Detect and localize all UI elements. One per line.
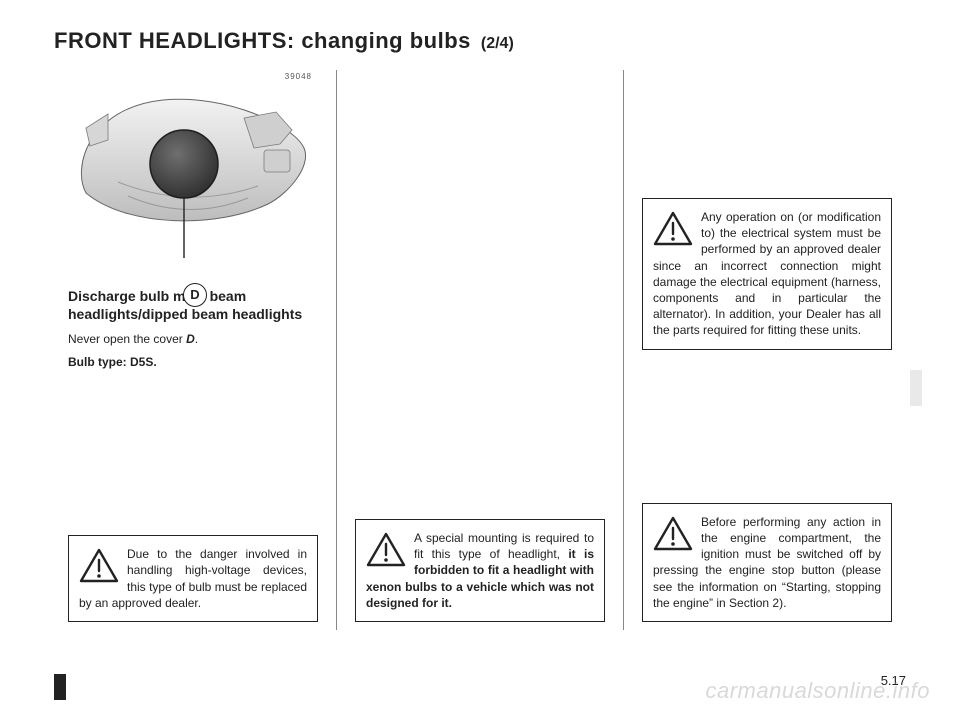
column-2: A special mounting is required to fit th… [341,70,619,630]
col1-never-open-text: Never open the cover [68,332,186,346]
page-title-main: FRONT HEADLIGHTS: changing bulbs [54,28,471,54]
column-divider-1 [336,70,337,630]
page-title-sub: (2/4) [481,35,514,53]
col1-never-open: Never open the cover D. [68,331,318,347]
content-columns: 39048 [54,70,906,630]
col2-warning-pre: A special mounting is required to fit th… [414,531,594,561]
col1-never-open-end: . [195,332,198,346]
col1-warning-box: Due to the danger involved in handling h… [68,535,318,622]
side-tab-marker [910,370,922,406]
column-1: 39048 [54,70,332,630]
warning-icon [79,548,119,584]
page-number: 5.17 [881,673,906,688]
headlight-illustration [68,78,318,268]
warning-icon [653,516,693,552]
figure-id-label: 39048 [285,72,312,81]
col1-never-open-letter: D [186,332,195,346]
column-3: Any operation on (or modification to) th… [628,70,906,630]
callout-letter-d: D [183,283,207,307]
col3-warning-box-bottom: Before performing any action in the engi… [642,503,892,622]
headlight-figure: 39048 [68,78,318,273]
page-title-row: FRONT HEADLIGHTS: changing bulbs (2/4) [54,28,906,54]
page-root: FRONT HEADLIGHTS: changing bulbs (2/4) 3… [0,0,960,710]
col2-warning-box: A special mounting is required to fit th… [355,519,605,622]
column-divider-2 [623,70,624,630]
col3-warning-box-top: Any operation on (or modification to) th… [642,198,892,350]
col1-bulb-type: Bulb type: D5S. [68,354,318,370]
warning-icon [653,211,693,247]
footer-black-mark [54,674,66,700]
warning-icon [366,532,406,568]
